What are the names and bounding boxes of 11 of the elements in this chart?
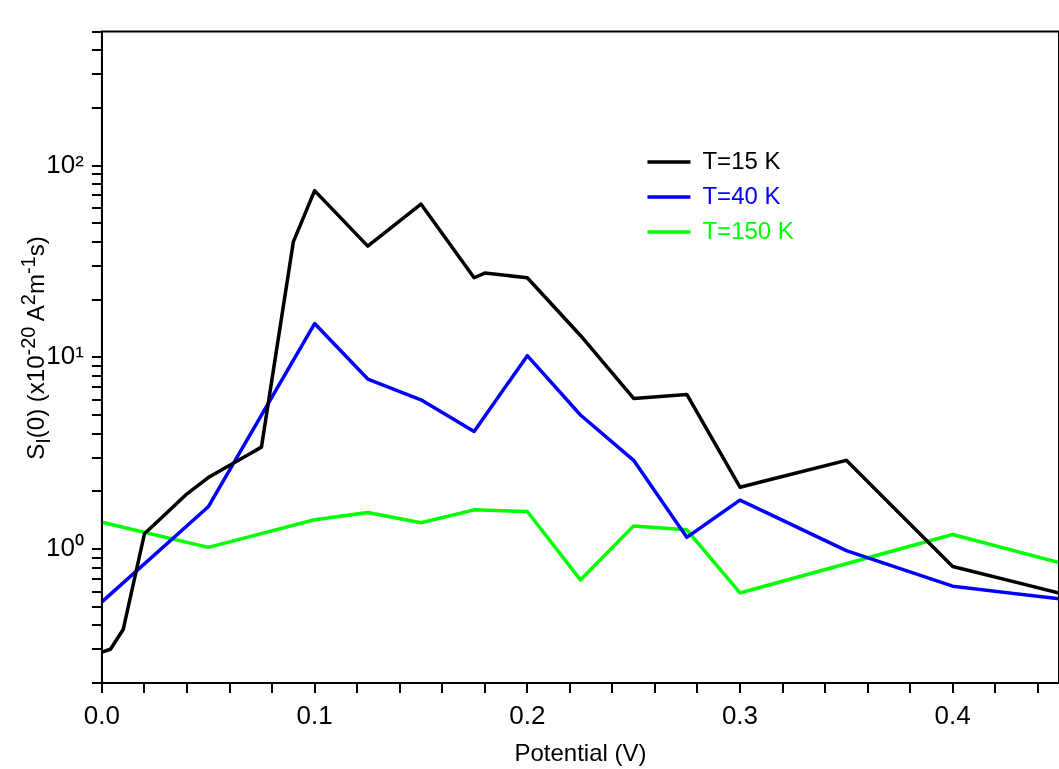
y-tick-label: 10² — [46, 148, 85, 179]
x-tick-label: 0.1 — [296, 699, 333, 730]
x-tick-label: 0.0 — [83, 699, 120, 730]
x-tick-label: 0.4 — [934, 699, 971, 730]
x-axis-title: Potential (V) — [514, 739, 647, 767]
x-tick-label: 0.3 — [721, 699, 759, 730]
legend-label: T=150 K — [702, 216, 794, 244]
legend-label: T=40 K — [702, 181, 781, 209]
y-tick-label: 10⁰ — [46, 532, 84, 563]
legend-label: T=15 K — [702, 146, 781, 174]
x-tick-label: 0.2 — [509, 699, 546, 730]
